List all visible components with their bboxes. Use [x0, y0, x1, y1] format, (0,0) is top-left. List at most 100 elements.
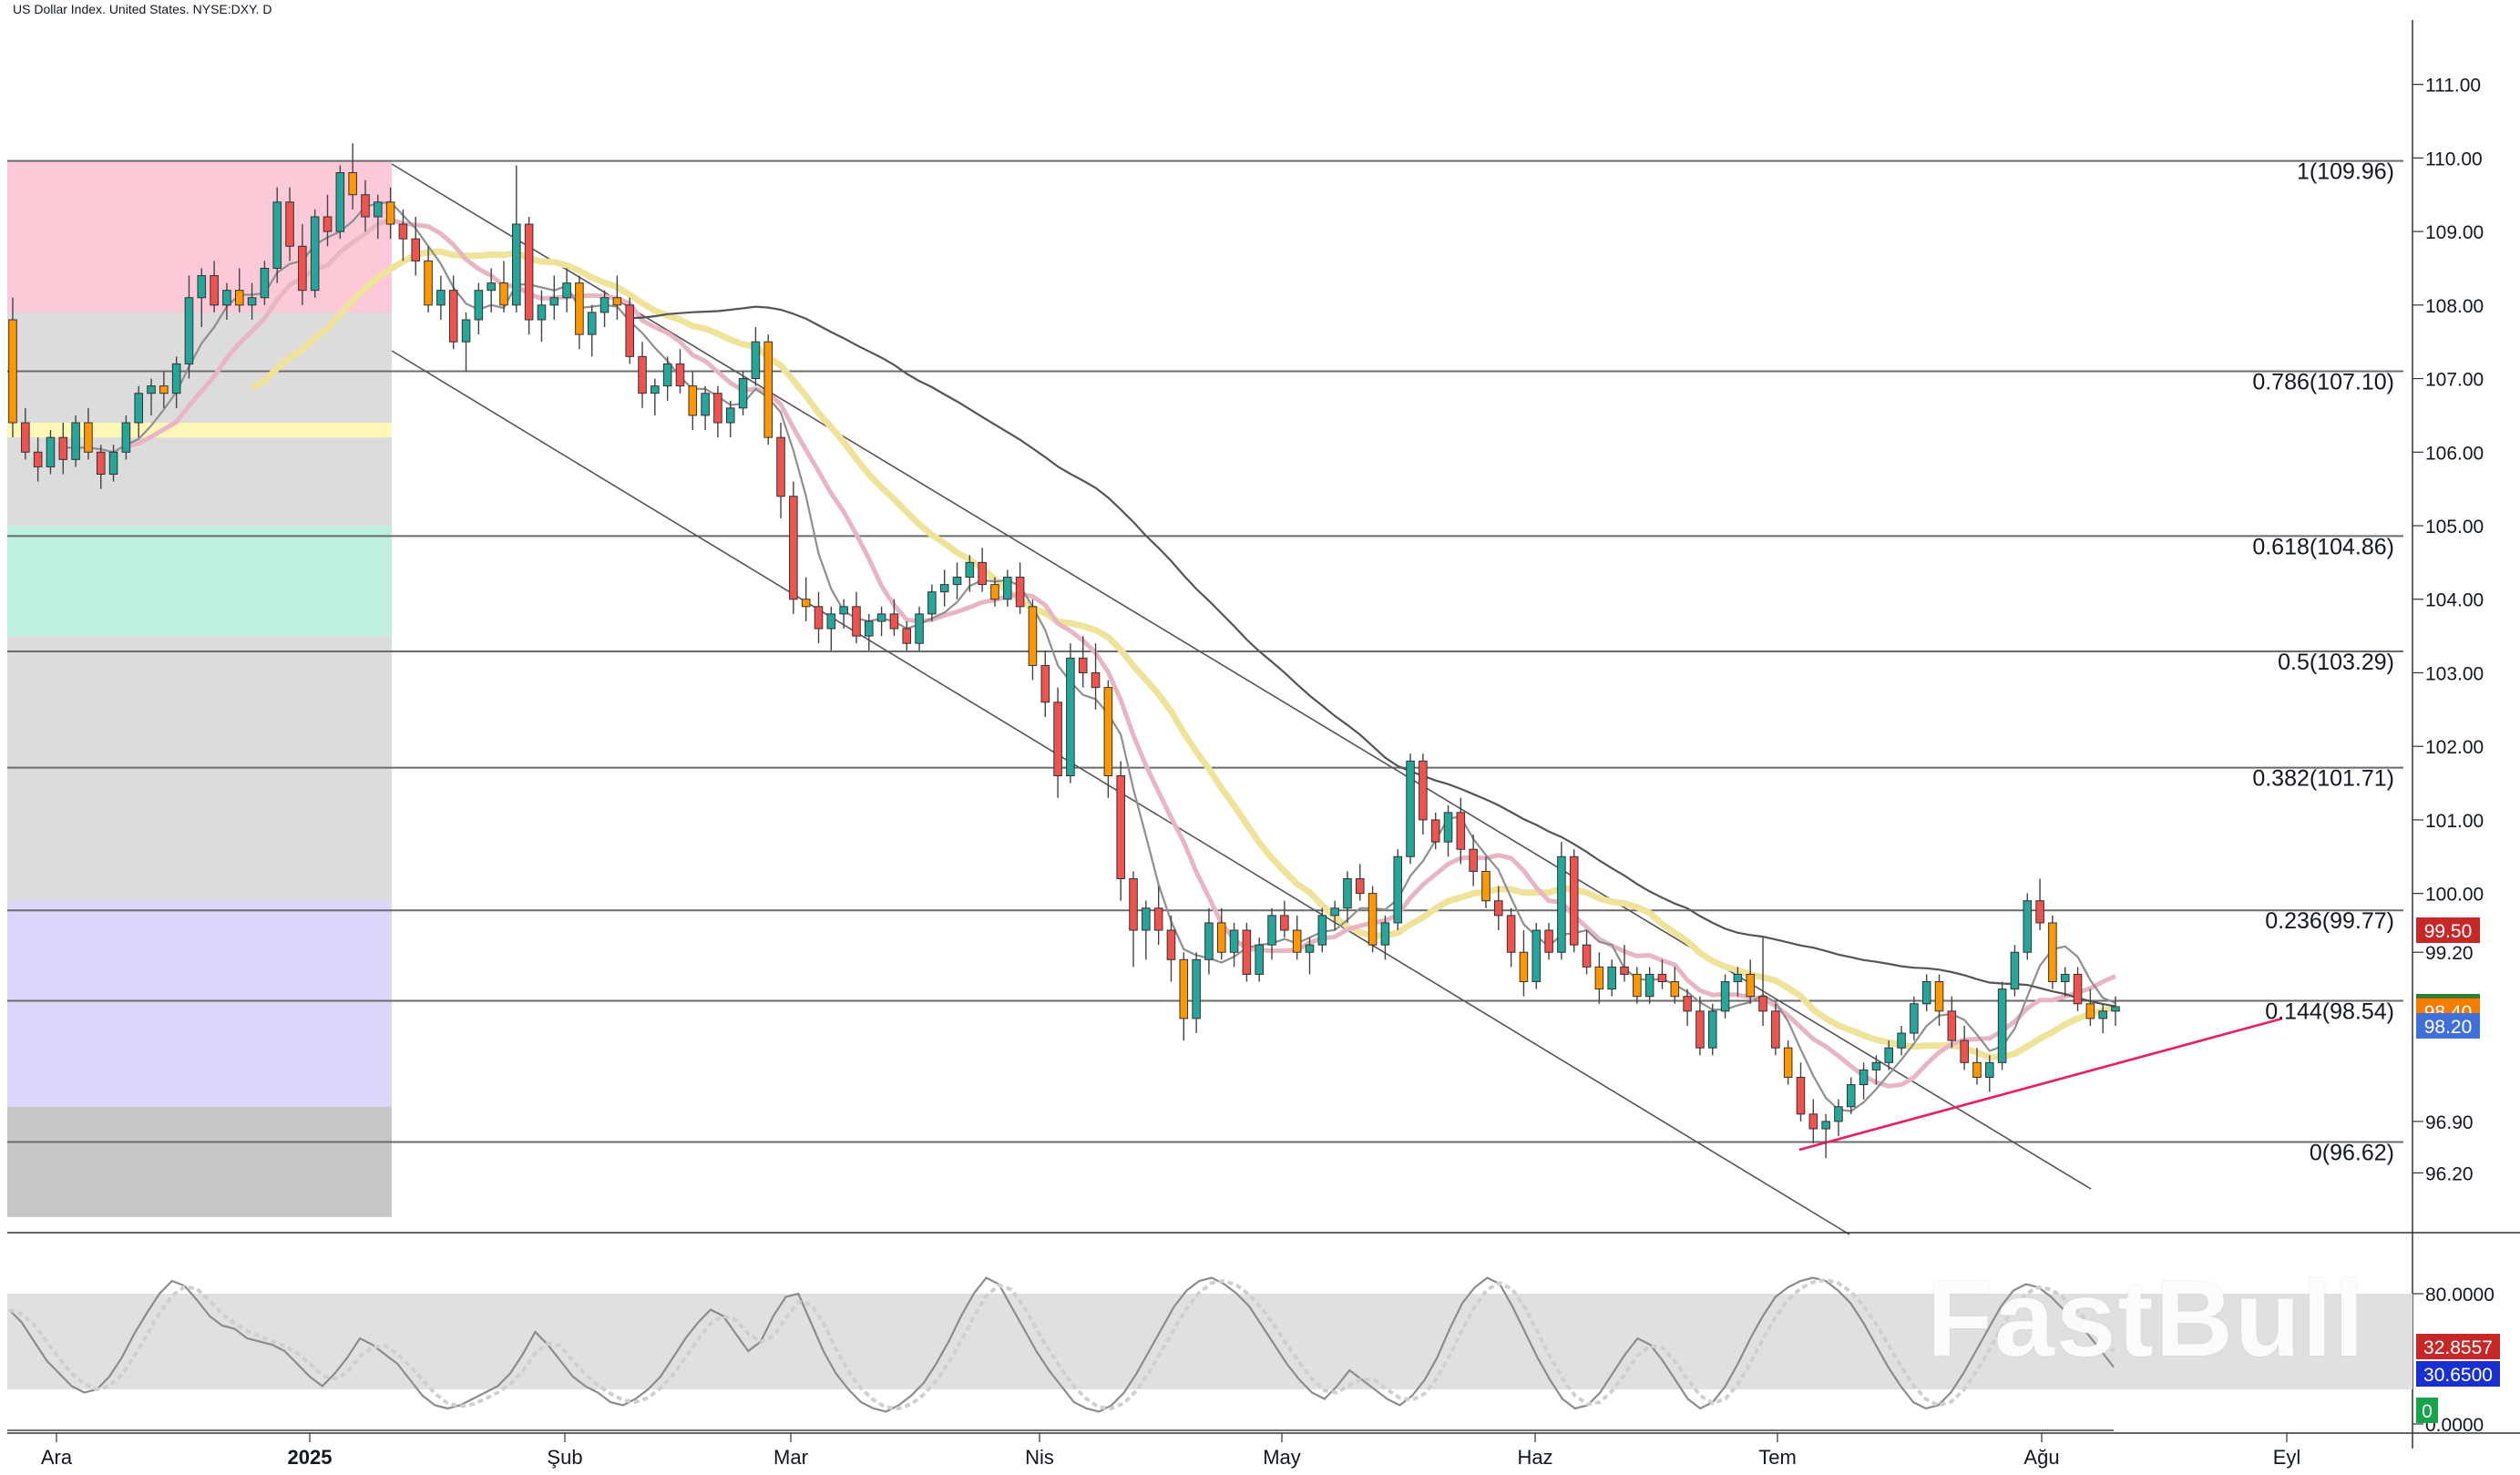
candle-body — [1166, 929, 1176, 960]
candle — [537, 290, 547, 343]
candle — [1040, 650, 1050, 717]
ma-50-dark — [630, 305, 2116, 1008]
candle-body — [1644, 973, 1654, 998]
candle — [1481, 856, 1490, 908]
candle-body — [1519, 951, 1529, 983]
candle-body — [2048, 922, 2057, 983]
candle — [71, 415, 80, 467]
candle — [902, 620, 912, 651]
candle-body — [725, 407, 735, 424]
candle-body — [1116, 774, 1125, 880]
candle-body — [1985, 1061, 1994, 1078]
zone-7 — [7, 1106, 392, 1217]
candle — [2035, 878, 2044, 931]
candle — [1531, 922, 1542, 989]
candle — [2010, 945, 2020, 997]
candle-body — [562, 282, 571, 299]
candle-body — [1910, 1003, 1919, 1034]
candle — [436, 275, 446, 320]
candle-body — [134, 393, 143, 424]
candle — [612, 275, 622, 320]
candle — [1771, 1003, 1780, 1056]
candle — [222, 282, 231, 320]
candle — [58, 423, 68, 475]
candle-body — [1871, 1061, 1881, 1070]
candle-body — [701, 393, 710, 416]
candle-body — [852, 606, 861, 637]
candle — [789, 481, 798, 614]
oscillator-badge-label: 0 — [2422, 1401, 2433, 1422]
candle — [184, 275, 194, 379]
candle-body — [1255, 944, 1264, 975]
candle-body — [688, 385, 698, 416]
candle — [1255, 937, 1264, 982]
candle-body — [1192, 958, 1201, 1019]
candle — [1707, 1003, 1717, 1056]
candle — [260, 261, 270, 305]
candle-body — [789, 496, 798, 600]
zone-2 — [7, 423, 392, 438]
candle-body — [902, 628, 912, 644]
candle-body — [1380, 922, 1390, 946]
price-tick-label: 101.00 — [2425, 811, 2484, 832]
candle — [1380, 915, 1390, 960]
oscillator-badge-label: 32.8557 — [2423, 1337, 2493, 1358]
candle — [713, 385, 722, 438]
candle — [424, 246, 433, 312]
candle-body — [2023, 900, 2033, 953]
candle-body — [738, 378, 748, 409]
axes: 111.00 110.00 109.00 108.00 107.00 106.00 105.… — [7, 20, 2520, 1449]
candle — [499, 261, 508, 312]
candle — [1972, 1048, 1982, 1085]
candle-body — [298, 245, 307, 292]
candle — [1116, 761, 1125, 901]
candle — [474, 282, 484, 335]
candle-body — [1003, 577, 1012, 600]
candle-body — [222, 290, 231, 306]
candle — [2085, 988, 2095, 1026]
candle-body — [1153, 907, 1163, 931]
candle — [272, 187, 282, 283]
candle — [1506, 907, 1516, 968]
candle-body — [1808, 1113, 1818, 1130]
candle — [1393, 849, 1403, 931]
stochastic-d-line — [8, 1277, 2115, 1411]
candle — [96, 445, 106, 489]
candle-body — [1469, 848, 1478, 872]
candle-body — [763, 341, 773, 438]
candle-body — [826, 613, 836, 630]
fib-label-0.5: 0.5(103.29) — [2278, 650, 2394, 675]
candle — [876, 606, 886, 637]
candle-body — [587, 312, 597, 335]
price-tick-label: 104.00 — [2425, 590, 2484, 611]
candle — [1947, 996, 1957, 1049]
candle — [1078, 636, 1088, 688]
candlesticks — [8, 143, 2120, 1159]
candle-body — [461, 319, 471, 343]
candle — [310, 209, 320, 298]
candle-body — [1419, 760, 1428, 821]
candle-body — [147, 385, 156, 394]
candle — [33, 437, 43, 482]
oscillator-badge-bg — [2416, 1334, 2500, 1359]
candle — [599, 290, 610, 328]
candle-body — [1129, 878, 1138, 931]
time-label: Mar — [773, 1446, 808, 1469]
candle-body — [310, 216, 320, 292]
candle — [210, 261, 219, 312]
candle-body — [1368, 893, 1378, 946]
candle — [915, 606, 924, 651]
candle — [1469, 835, 1478, 886]
candle-body — [1179, 958, 1189, 1019]
candle-body — [1633, 973, 1642, 998]
candle — [1305, 937, 1315, 975]
candle — [701, 385, 710, 431]
candle-body — [21, 422, 30, 453]
price-tick-label: 106.00 — [2425, 443, 2484, 464]
price-tick-label: 100.00 — [2425, 885, 2484, 906]
candle-body — [84, 422, 93, 453]
candle-body — [499, 282, 508, 306]
candle — [147, 378, 156, 415]
fib-label-0.382: 0.382(101.71) — [2252, 766, 2394, 792]
